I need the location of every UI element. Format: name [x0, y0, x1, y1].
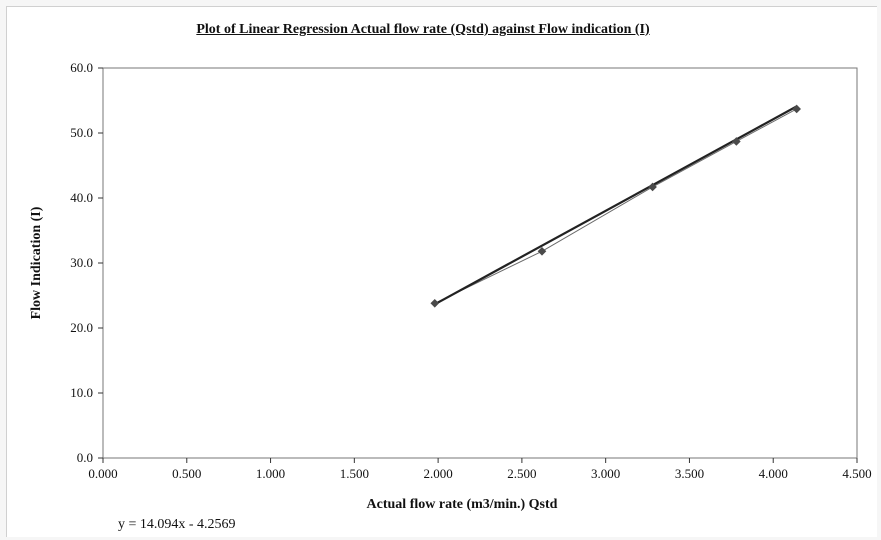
x-tick-label: 3.500 — [675, 466, 704, 481]
trendline — [434, 105, 798, 306]
data-point — [732, 137, 741, 146]
x-tick-label: 2.000 — [423, 466, 452, 481]
x-tick-label: 4.500 — [842, 466, 871, 481]
data-point — [792, 104, 801, 114]
y-tick-label: 50.0 — [70, 125, 93, 140]
x-tick-label: 4.000 — [759, 466, 788, 481]
y-tick-label: 40.0 — [70, 190, 93, 205]
y-axis-label: Flow Indication (I) — [29, 206, 44, 319]
plot-area — [102, 67, 858, 459]
chart-frame — [6, 6, 877, 537]
y-tick-label: 0.0 — [77, 450, 93, 465]
x-tick-label: 1.000 — [256, 466, 285, 481]
y-tick-label: 30.0 — [70, 255, 93, 270]
chart-title: Plot of Linear Regression Actual flow ra… — [196, 22, 650, 37]
trendline-equation: y = 14.094x - 4.2569 — [118, 517, 236, 532]
x-tick-label: 3.000 — [591, 466, 620, 481]
data-point — [648, 182, 657, 192]
y-tick-label: 20.0 — [70, 320, 93, 335]
x-tick-label: 0.000 — [88, 466, 117, 481]
y-tick-label: 60.0 — [70, 60, 93, 75]
y-tick-label: 10.0 — [70, 385, 93, 400]
data-point — [430, 298, 440, 308]
x-tick-label: 1.500 — [340, 466, 369, 481]
x-tick-label: 0.500 — [172, 466, 201, 481]
data-point — [537, 246, 547, 256]
x-tick-label: 2.500 — [507, 466, 536, 481]
x-axis-label: Actual flow rate (m3/min.) Qstd — [367, 497, 558, 512]
